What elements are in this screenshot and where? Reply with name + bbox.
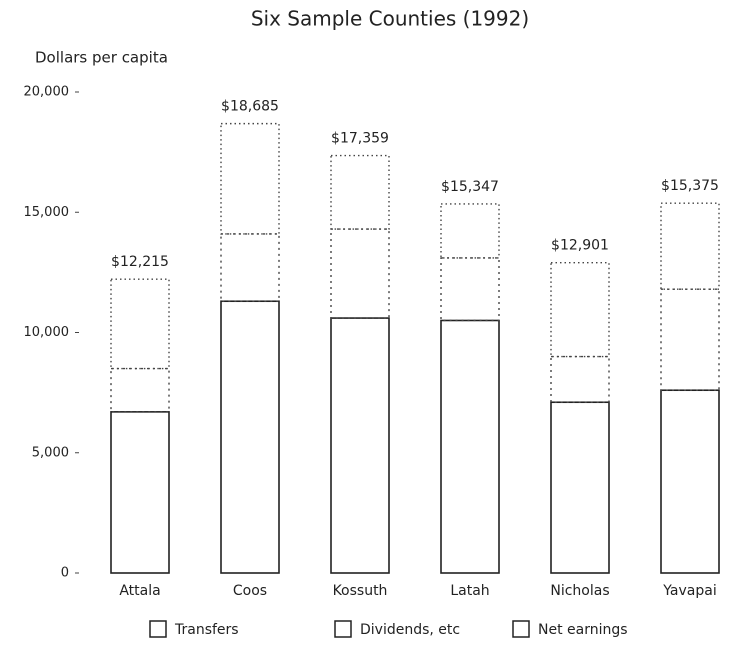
bar-segment bbox=[330, 228, 390, 319]
bar-segment bbox=[110, 411, 170, 574]
bar-segment bbox=[660, 288, 720, 391]
total-label: $15,347 bbox=[441, 179, 499, 195]
y-tick-label: 15,000 bbox=[24, 205, 70, 220]
x-tick-label: Latah bbox=[450, 583, 489, 599]
x-tick-label: Yavapai bbox=[662, 583, 716, 599]
y-axis-label: Dollars per capita bbox=[35, 49, 168, 67]
legend-swatch bbox=[334, 620, 352, 638]
bar-segment bbox=[440, 319, 500, 574]
total-label: $17,359 bbox=[331, 131, 389, 147]
total-label: $12,901 bbox=[551, 238, 609, 254]
bar-segment bbox=[550, 401, 610, 574]
legend-swatch bbox=[512, 620, 530, 638]
y-tick-label: 5,000 bbox=[32, 445, 69, 460]
legend-swatch bbox=[149, 620, 167, 638]
x-tick-label: Attala bbox=[119, 583, 160, 599]
chart-title: Six Sample Counties (1992) bbox=[251, 7, 529, 31]
total-label: $12,215 bbox=[111, 254, 169, 270]
total-label: $18,685 bbox=[221, 99, 279, 115]
bar-segment bbox=[440, 257, 500, 322]
bar-segment bbox=[220, 122, 280, 235]
bar-segment bbox=[220, 233, 280, 302]
y-tick-label: 20,000 bbox=[24, 85, 70, 100]
bar-segment bbox=[660, 202, 720, 290]
bar-segment bbox=[110, 278, 170, 370]
bar-segment bbox=[330, 317, 390, 574]
bar-segment bbox=[550, 355, 610, 403]
y-tick-label: 10,000 bbox=[24, 325, 70, 340]
bar-segment bbox=[330, 154, 390, 230]
legend-label: Net earnings bbox=[538, 622, 628, 638]
bar-segment bbox=[550, 262, 610, 358]
bar-segment bbox=[660, 389, 720, 574]
bar-segment bbox=[440, 203, 500, 259]
x-tick-label: Kossuth bbox=[333, 583, 388, 599]
legend-label: Transfers bbox=[174, 622, 239, 638]
x-tick-label: Nicholas bbox=[550, 583, 609, 599]
bar-segment bbox=[220, 300, 280, 574]
legend-label: Dividends, etc bbox=[360, 622, 460, 638]
bar-segment bbox=[110, 367, 170, 413]
total-label: $15,375 bbox=[661, 178, 719, 194]
x-tick-label: Coos bbox=[233, 583, 267, 599]
y-tick-label: 0 bbox=[61, 566, 69, 581]
